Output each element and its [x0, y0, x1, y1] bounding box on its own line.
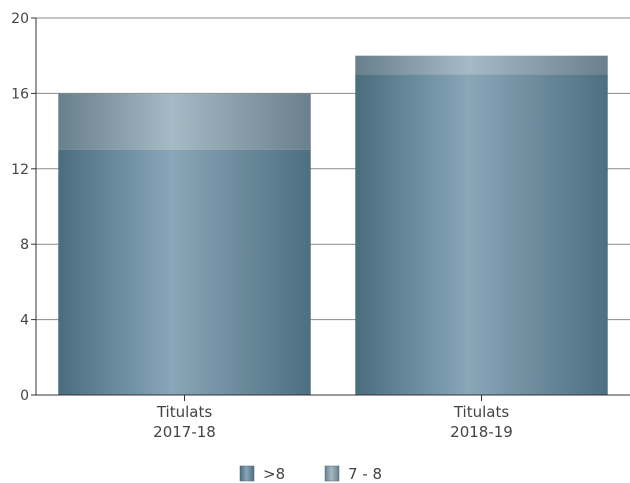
legend-swatch-1 — [324, 465, 340, 482]
y-tick-labels: 0 4 8 12 16 20 — [11, 11, 36, 404]
legend-label-0: >8 — [263, 465, 285, 483]
bar-gt8-0 — [58, 149, 311, 395]
bar-gt8-1 — [355, 74, 608, 396]
legend-label-1: 7 - 8 — [348, 465, 382, 483]
category-label-0-line-1: 2017-18 — [153, 423, 216, 441]
bar-7-8-0 — [58, 93, 311, 150]
category-label-1-line-1: 2018-19 — [450, 423, 513, 441]
legend: >8 7 - 8 — [239, 465, 382, 483]
category-label-0-line-0: Titulats — [156, 403, 212, 421]
category-labels: Titulats 2017-18 Titulats 2018-19 — [153, 395, 513, 441]
y-tick-label-5: 20 — [11, 11, 29, 27]
bar-7-8-1 — [355, 55, 608, 75]
y-tick-label-1: 4 — [20, 313, 29, 329]
axes — [35, 18, 630, 396]
legend-swatch-0 — [239, 465, 255, 482]
y-tick-label-4: 16 — [11, 86, 29, 102]
category-label-1-line-0: Titulats — [453, 403, 509, 421]
y-tick-label-3: 12 — [11, 162, 29, 178]
y-tick-label-2: 8 — [20, 237, 29, 253]
y-tick-label-0: 0 — [20, 388, 29, 404]
bars — [58, 55, 608, 396]
